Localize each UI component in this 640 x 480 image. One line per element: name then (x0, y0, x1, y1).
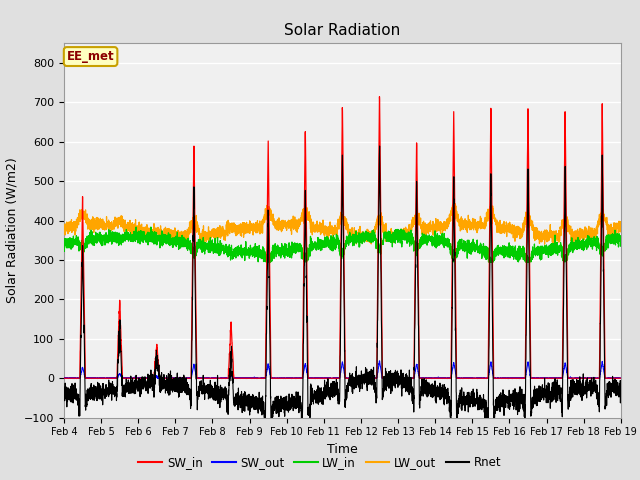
Title: Solar Radiation: Solar Radiation (284, 23, 401, 38)
Text: EE_met: EE_met (67, 50, 115, 63)
X-axis label: Time: Time (327, 443, 358, 456)
Legend: SW_in, SW_out, LW_in, LW_out, Rnet: SW_in, SW_out, LW_in, LW_out, Rnet (134, 452, 506, 474)
Y-axis label: Solar Radiation (W/m2): Solar Radiation (W/m2) (5, 157, 19, 303)
